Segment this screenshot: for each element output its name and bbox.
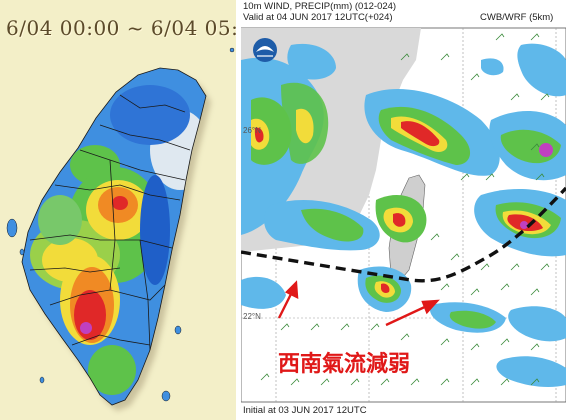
county-borders [21,67,207,406]
chart-title: 10m WIND, PRECIP(mm) (012-024) [243,1,397,12]
observed-rainfall-map: 6/04 00:00 ~ 6/04 05:00 [0,0,236,420]
time-range-label: 6/04 00:00 ~ 6/04 05:00 [6,16,236,40]
precipitation-field [241,43,566,388]
valid-time: Valid at 04 JUN 2017 12UTC(+024) [243,12,393,23]
model-forecast-map: 10m WIND, PRECIP(mm) (012-024) Valid at … [241,0,566,420]
shear-line [241,186,566,283]
cwb-logo [253,38,277,62]
forecast-map-svg [241,27,566,403]
lat-label-26n: 26°N [243,126,261,135]
lat-label-22n: 22°N [243,312,261,321]
initial-time: Initial at 03 JUN 2017 12UTC [243,405,367,416]
southwest-flow-arrows [277,280,440,327]
island-rainfall-fill [22,68,206,405]
outlying-islands [6,47,235,402]
wind-barbs [260,33,550,386]
taiwan-rainfall-svg [0,0,236,420]
model-label: CWB/WRF (5km) [480,12,554,23]
southwest-flow-annotation: 西南氣流減弱 [278,351,411,377]
